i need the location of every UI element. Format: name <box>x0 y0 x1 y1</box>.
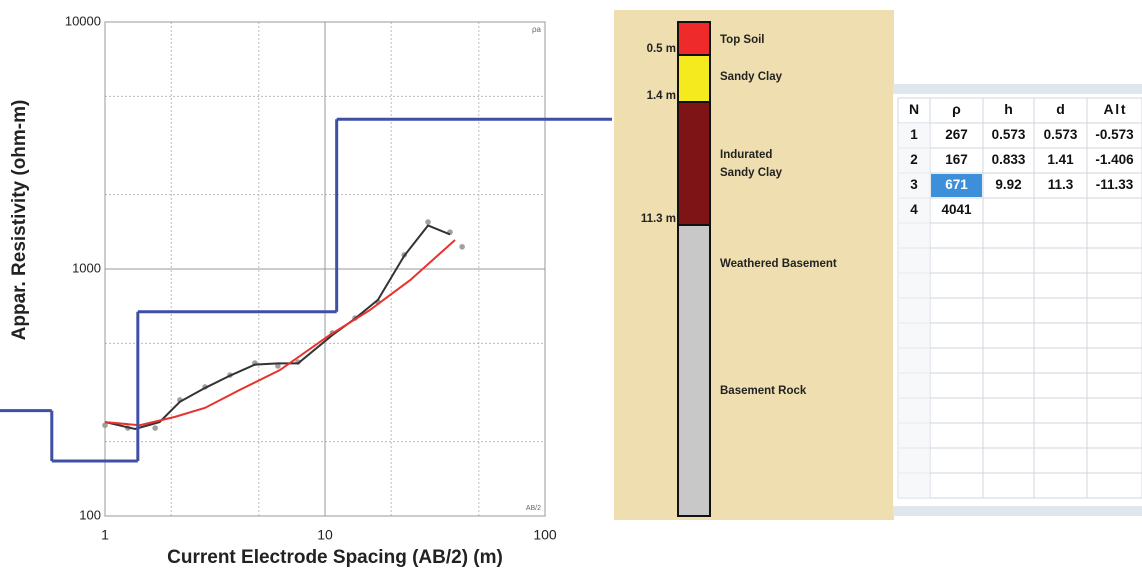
data-point <box>425 219 431 225</box>
table-cell: 2 <box>910 152 918 167</box>
table-cell: 167 <box>945 152 968 167</box>
table-cell: -1.406 <box>1095 152 1134 167</box>
table-cell: 0.573 <box>1044 127 1078 142</box>
table-cell: 3 <box>910 177 918 192</box>
lithology-layer <box>678 102 710 225</box>
lithology-layer <box>678 22 710 55</box>
figure: Appar. Resistivity (ohm-m) Current Elect… <box>0 0 1142 569</box>
table-header: N <box>909 101 919 117</box>
table-header: d <box>1056 101 1065 117</box>
x-tick-label: 100 <box>533 527 557 543</box>
x-tick-label: 10 <box>317 527 333 543</box>
x-tick-label: 1 <box>101 527 109 543</box>
lithology-layer <box>678 55 710 102</box>
y-unit-label: ρa <box>532 25 542 34</box>
y-tick-label: 100 <box>79 507 101 522</box>
table-header: Alt <box>1104 101 1126 117</box>
lithology-label: Indurated <box>720 149 772 161</box>
lithology-label: Sandy Clay <box>720 71 783 83</box>
lithology-label: Weathered Basement <box>720 258 837 270</box>
table-cell: -11.33 <box>1096 177 1134 192</box>
lithology-label: Basement Rock <box>720 385 807 397</box>
data-point <box>459 244 465 250</box>
table-cell: 671 <box>945 177 968 192</box>
x-unit-label: AB/2 <box>526 505 541 512</box>
table-cell: 267 <box>945 127 968 142</box>
table-cell: 1.41 <box>1047 152 1074 167</box>
data-point <box>152 425 158 431</box>
depth-label: 1.4 m <box>647 90 676 102</box>
y-tick-label: 1000 <box>72 260 101 275</box>
table-cell: 0.833 <box>992 152 1026 167</box>
table-header: h <box>1004 101 1013 117</box>
lithology-layer <box>678 225 710 516</box>
table-cell: 9.92 <box>995 177 1021 192</box>
table-cell: 4 <box>910 202 918 217</box>
table-cell: 11.3 <box>1048 177 1074 192</box>
table-cell: 1 <box>910 127 918 142</box>
table-cell: -0.573 <box>1095 127 1134 142</box>
depth-label: 0.5 m <box>647 43 676 55</box>
table-cell: 0.573 <box>992 127 1026 142</box>
table-scrollbar <box>893 506 1142 516</box>
lithology-label: Sandy Clay <box>720 167 783 179</box>
x-axis-label: Current Electrode Spacing (AB/2) (m) <box>167 547 503 568</box>
table-cell: 4041 <box>941 202 972 217</box>
y-tick-label: 10000 <box>65 13 101 28</box>
table-toolbar <box>893 84 1142 94</box>
depth-label: 11.3 m <box>641 213 676 225</box>
lithology-label: Top Soil <box>720 34 765 46</box>
table-header: ρ <box>952 101 961 117</box>
y-axis-label: Appar. Resistivity (ohm-m) <box>9 100 30 341</box>
